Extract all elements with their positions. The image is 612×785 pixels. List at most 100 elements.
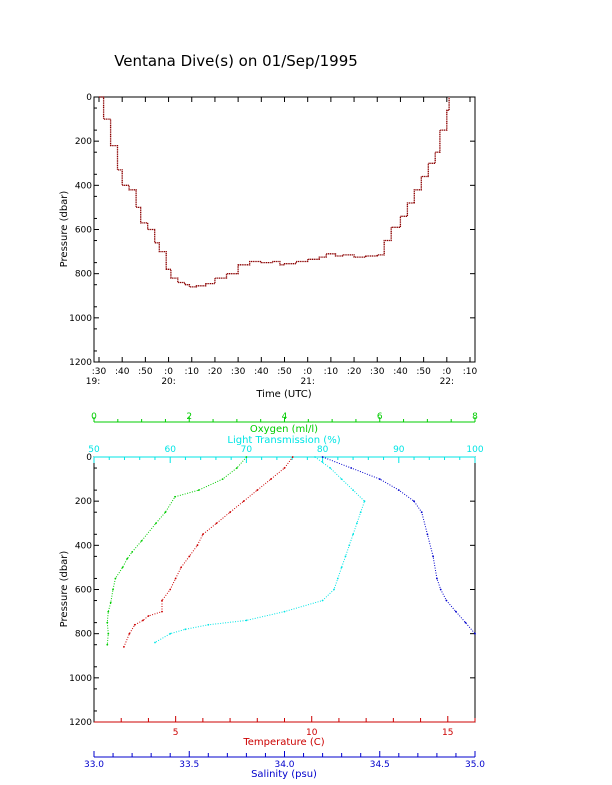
top-x-hour-label: 22:	[440, 377, 454, 387]
top-y-axis-label: Pressure (dbar)	[59, 191, 70, 268]
oxygen-point	[164, 511, 167, 514]
top-y-tick-label: 0	[86, 93, 92, 103]
oxygen-point	[131, 551, 134, 553]
oxygen-point	[221, 478, 224, 480]
transmission-point	[321, 599, 324, 602]
top-x-tick-label: :30	[231, 367, 246, 377]
temperature-point	[202, 533, 204, 536]
bottom-y-tick-label: 200	[75, 497, 92, 507]
salinity-point	[321, 456, 324, 458]
temperature-point	[123, 646, 125, 648]
temperature-point	[229, 511, 232, 514]
oxygen-point	[112, 588, 114, 591]
oxygen-point	[107, 610, 110, 613]
top-y-tick-label: 1200	[69, 358, 92, 368]
top-x-tick-label: :50	[416, 367, 431, 377]
temperature-tick-label: 10	[306, 728, 318, 738]
top-x-tick-label: :40	[393, 367, 408, 377]
oxygen-point	[121, 566, 124, 569]
salinity-point	[413, 500, 415, 503]
profile-chart: 0 200 400 600 800 1000 1200 0 2 4 6 8 Oxygen (ml/l)…	[59, 412, 485, 780]
temperature-point	[133, 623, 136, 626]
salinity-point	[350, 467, 353, 469]
top-y-tick-label: 600	[75, 226, 92, 236]
top-x-tick-label: :10	[463, 367, 478, 377]
top-x-hour-label: 21:	[300, 377, 314, 387]
bottom-y-tick-label: 1000	[69, 674, 92, 684]
oxygen-point	[174, 495, 176, 498]
top-y-tick-label: 800	[75, 270, 92, 280]
temperature-tick-label: 5	[173, 728, 179, 738]
bottom-y-axis-label: Pressure (dbar)	[59, 551, 70, 628]
salinity-point	[464, 621, 467, 624]
top-y-tick-label: 1000	[69, 314, 92, 324]
temperature-point	[161, 610, 163, 613]
salinity-point	[420, 511, 423, 514]
transmission-point	[352, 533, 354, 536]
temperature-point	[161, 599, 163, 602]
salinity-tick-label: 35.0	[465, 760, 485, 770]
top-x-tick-label: :0	[303, 367, 312, 377]
top-x-tick-label: :0	[164, 367, 173, 377]
transmission-tick-label: 50	[88, 445, 100, 455]
oxygen-profile-trace	[106, 456, 247, 645]
salinity-point	[436, 577, 438, 580]
transmission-point	[184, 628, 187, 631]
transmission-point	[207, 623, 210, 626]
bottom-y-axis: 0 200 400 600 800 1000 1200	[69, 453, 475, 728]
transmission-point	[314, 456, 316, 458]
oxygen-tick-label: 2	[186, 412, 192, 422]
temperature-point	[147, 615, 150, 617]
top-x-axis-label: Time (UTC)	[255, 389, 311, 400]
temperature-point	[180, 566, 183, 569]
salinity-point	[474, 632, 476, 635]
depth-time-chart: 0 200 400 600 800 1000 1200 :30:40:50:0:10:20:…	[59, 93, 478, 400]
temperature-point	[215, 522, 218, 525]
top-x-tick-label: :20	[347, 367, 362, 377]
top-x-tick-label: :40	[115, 367, 130, 377]
oxygen-tick-label: 0	[91, 412, 97, 422]
top-x-axis: :30:40:50:0:10:20:30:40:50:0:10:20:30:40…	[86, 97, 478, 387]
transmission-point	[344, 555, 347, 558]
salinity-point	[455, 610, 457, 613]
bottom-series	[106, 456, 476, 648]
salinity-tick-label: 33.0	[84, 760, 104, 770]
salinity-tick-label: 34.0	[274, 760, 294, 770]
transmission-profile-trace	[154, 456, 366, 643]
salinity-point	[432, 555, 434, 558]
transmission-point	[363, 500, 366, 503]
top-x-tick-label: :10	[324, 367, 339, 377]
temperature-point	[196, 544, 199, 547]
transmission-point	[359, 511, 362, 514]
top-y-axis: 0 200 400 600 800 1000 1200	[69, 93, 475, 368]
transmission-point	[169, 632, 172, 635]
bottom-plot-frame	[93, 456, 476, 723]
temperature-point	[174, 577, 177, 580]
top-x-tick-label: :10	[185, 367, 200, 377]
chart-title: Ventana Dive(s) on 01/Sep/1995	[114, 52, 358, 70]
temperature-point	[283, 467, 286, 469]
oxygen-point	[109, 601, 112, 604]
top-x-tick-label: :50	[277, 367, 292, 377]
oxygen-tick-label: 4	[282, 412, 288, 422]
salinity-point	[378, 478, 381, 480]
bottom-y-tick-label: 800	[75, 630, 92, 640]
transmission-tick-label: 60	[164, 445, 176, 455]
transmission-tick-label: 90	[393, 445, 405, 455]
salinity-point	[439, 588, 442, 591]
temperature-point	[188, 555, 191, 558]
oxygen-point	[126, 557, 129, 560]
top-y-tick-label: 200	[75, 137, 92, 147]
top-x-hour-label: 20:	[161, 377, 175, 387]
oxygen-point	[114, 577, 117, 580]
salinity-axis-label: Salinity (psu)	[251, 769, 317, 780]
top-x-tick-label: :40	[254, 367, 269, 377]
transmission-point	[336, 577, 339, 580]
top-x-tick-label: :0	[442, 367, 451, 377]
oxygen-point	[236, 467, 238, 469]
oxygen-point	[140, 540, 143, 542]
bottom-y-tick-label: 0	[86, 453, 92, 463]
oxygen-tick-label: 8	[472, 412, 478, 422]
